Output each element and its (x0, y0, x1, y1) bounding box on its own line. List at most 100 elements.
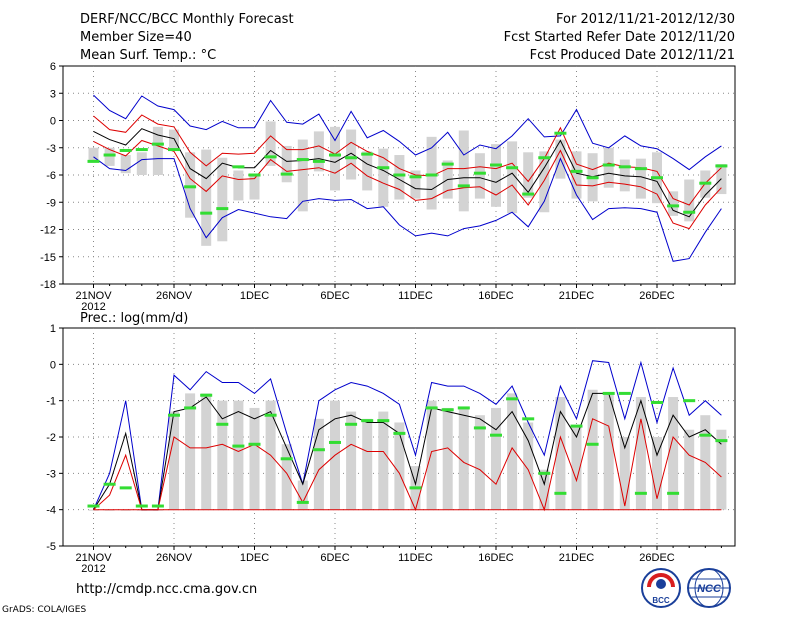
temp-xtick-label: 1DEC (240, 290, 269, 302)
prec-ensemble-box (217, 400, 228, 510)
prec-member-tick (184, 406, 197, 410)
prec-member-tick (425, 406, 438, 410)
temp-member-tick (618, 165, 631, 169)
temp-member-tick (506, 166, 519, 170)
prec-xtick-label: 21DEC (559, 552, 595, 564)
temp-member-tick (538, 156, 551, 160)
temp-member-tick (296, 158, 309, 162)
prec-series-mean-line (93, 392, 722, 511)
temp-ensemble-box (88, 147, 99, 162)
figure-title: DERF/NCC/BCC Monthly Forecast (80, 12, 294, 27)
temp-member-tick (103, 153, 116, 157)
temp-series-max-line (93, 94, 722, 171)
prec-ensemble-box (619, 437, 630, 510)
prec-ytick-label: -2 (46, 432, 56, 444)
prec-xtick-label: 11DEC (398, 552, 433, 564)
temp-ytick-label: -3 (46, 143, 56, 155)
temp-ytick-label: -12 (40, 225, 56, 237)
prec-member-tick (151, 504, 164, 508)
temp-ensemble-box (249, 175, 260, 200)
temp-member-tick (490, 163, 502, 167)
prec-ensemble-box (185, 393, 196, 510)
temp-ytick-label: -18 (40, 279, 56, 291)
prec-xtick-label: 6DEC (320, 552, 349, 564)
temp-member-tick (715, 164, 728, 168)
refer-date: Fcst Started Refer Date 2012/11/20 (503, 30, 735, 45)
prec-member-tick (393, 431, 406, 435)
prec-member-tick (200, 393, 213, 397)
bcc-logo-text: BCC (652, 596, 670, 605)
temp-ensemble-box (635, 158, 646, 199)
prec-member-tick (87, 504, 100, 508)
temp-member-tick (329, 153, 341, 157)
forecast-period: For 2012/11/21-2012/12/30 (556, 12, 735, 27)
prec-series-max-line (93, 360, 722, 511)
ncc-logo-text: NCC (697, 583, 722, 595)
prec-ytick-label: 0 (50, 359, 56, 371)
prec-member-tick (634, 491, 647, 495)
prec-member-tick (168, 413, 180, 417)
prec-ytick-label: -5 (46, 541, 56, 553)
prec-member-tick (602, 391, 615, 395)
prec-xtick-label: 26DEC (639, 552, 675, 564)
temp-ensemble-box (507, 141, 518, 214)
temp-ensemble-box (603, 147, 614, 188)
temp-ensemble-box (362, 151, 373, 191)
temp-member-tick (554, 131, 567, 135)
temp-member-tick (312, 159, 325, 163)
temp-ensemble-box (394, 155, 405, 200)
temp-member-tick (425, 173, 438, 177)
prec-ensemble-box (684, 429, 695, 510)
temp-member-tick (457, 184, 470, 188)
prec-ensemble-box (346, 411, 357, 510)
prec-member-tick (715, 439, 728, 443)
temp-ensemble-box (201, 149, 212, 246)
temp-member-tick (683, 210, 696, 214)
temp-member-tick (699, 181, 712, 185)
prec-member-tick (522, 417, 535, 421)
prec-ensemble-box (249, 407, 260, 510)
temp-series-mean-line (93, 128, 722, 218)
prec-ensemble-box (394, 422, 405, 510)
temp-xtick-label: 21DEC (559, 290, 595, 302)
temp-ensemble-box (297, 139, 308, 212)
temp-ensemble-box (523, 152, 534, 198)
ncc-logo: NCC (687, 568, 731, 608)
temp-panel-title: Mean Surf. Temp.: °C (80, 48, 217, 63)
temp-ytick-label: 0 (50, 116, 56, 128)
prec-ensemble-box (603, 393, 614, 510)
prec-ensemble-box (571, 426, 582, 510)
temp-ensemble-box (410, 170, 421, 199)
temp-xtick-label: 21NOV (75, 290, 112, 302)
source-url[interactable]: http://cmdp.ncc.cma.gov.cn (76, 582, 258, 597)
temp-member-tick (522, 192, 535, 196)
temp-member-tick (409, 175, 422, 179)
prec-ensemble-box (716, 429, 727, 510)
temp-member-tick (119, 148, 132, 152)
prec-member-tick (312, 448, 325, 452)
temp-member-tick (667, 204, 680, 208)
temp-xtick-label: 11DEC (398, 290, 433, 302)
temp-ensemble-box (265, 121, 276, 166)
temp-ensemble-box (120, 155, 131, 174)
prec-ensemble-box (539, 469, 550, 510)
temp-ensemble-box (571, 151, 582, 199)
prec-panel-title: Prec.: log(mm/d) (80, 311, 189, 326)
prec-ensemble-box (491, 407, 501, 510)
temp-ensemble-box (104, 147, 115, 166)
prec-member-tick (457, 406, 470, 410)
temp-member-tick (345, 156, 358, 160)
temp-ensemble-box (217, 157, 228, 242)
temp-member-tick (280, 172, 293, 176)
temp-ensemble-box (378, 148, 389, 207)
temp-series-min-line (93, 156, 722, 262)
prec-ensemble-box (635, 397, 646, 510)
prec-ytick-label: -3 (46, 468, 56, 480)
prec-member-tick (329, 440, 341, 444)
prec-member-tick (280, 457, 293, 461)
member-size-label: Member Size=40 (80, 30, 192, 45)
temp-ytick-label: 6 (50, 61, 56, 73)
bcc-logo: BCC (641, 568, 681, 608)
prec-xtick-label: 16DEC (478, 552, 514, 564)
